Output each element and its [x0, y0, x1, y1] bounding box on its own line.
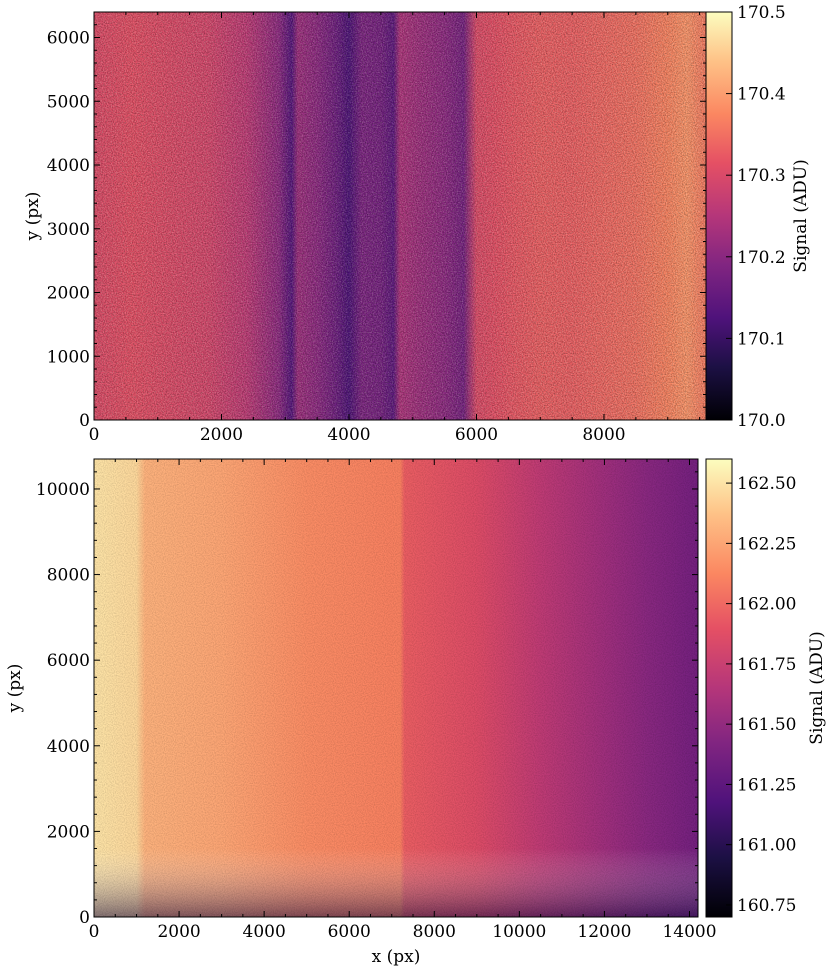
top-x-tick-label: 4000	[327, 425, 370, 445]
bottom-panel: 0 2000 4000 6000 8000 10000 12000 14000 0 2000 40…	[5, 458, 827, 967]
bottom-y-tick-label: 8000	[47, 566, 90, 586]
bottom-colorbar-axis: 160.75 161.00 161.25 161.50 161.75 162.00 162.…	[726, 474, 796, 916]
top-y-tick-label: 0	[79, 411, 90, 431]
top-colorbar-tick-label: 170.1	[737, 329, 786, 349]
bottom-y-tick-label: 4000	[47, 737, 90, 757]
top-colorbar-frame	[705, 11, 733, 421]
top-colorbar-axis: 170.0 170.1 170.2 170.3 170.4 170.5	[726, 3, 786, 431]
bottom-colorbar-tick-label: 161.75	[737, 655, 796, 675]
top-x-tick-label: 6000	[455, 425, 498, 445]
bottom-plot-frame	[93, 458, 699, 918]
top-colorbar	[706, 12, 732, 420]
top-y-axis: 0 1000 2000 3000 4000 5000 6000	[47, 11, 706, 431]
top-y-tick-label: 2000	[47, 284, 90, 304]
bottom-x-tick-label: 2000	[157, 922, 200, 942]
bottom-y-axis: 0 2000 4000 6000 8000 10000	[36, 471, 698, 928]
top-y-tick-label: 3000	[47, 220, 90, 240]
bottom-x-axis-label: x (px)	[372, 947, 421, 967]
top-colorbar-tick-label: 170.2	[737, 248, 786, 268]
top-y-tick-label: 4000	[47, 156, 90, 176]
top-colorbar-label: Signal (ADU)	[791, 159, 811, 272]
bottom-colorbar-tick-label: 162.25	[737, 534, 796, 554]
bottom-colorbar-tick-label: 160.75	[737, 896, 796, 916]
top-colorbar-tick-label: 170.3	[737, 166, 786, 186]
bottom-colorbar-tick-label: 162.50	[737, 474, 796, 494]
bottom-y-tick-label: 2000	[47, 822, 90, 842]
bottom-colorbar-tick-label: 161.50	[737, 715, 796, 735]
top-colorbar-tick-label: 170.5	[737, 3, 786, 23]
bottom-colorbar-frame	[705, 458, 733, 918]
bottom-x-tick-label: 10000	[492, 922, 546, 942]
bottom-y-axis-label: y (px)	[5, 664, 25, 714]
bottom-y-tick-label: 10000	[36, 480, 90, 500]
bottom-colorbar-tick-label: 161.25	[737, 775, 796, 795]
top-x-axis: 0 2000 4000 6000 8000	[89, 12, 701, 445]
bottom-x-axis: 0 2000 4000 6000 8000 10000 12000 14000	[89, 459, 717, 942]
bottom-x-tick-label: 12000	[577, 922, 631, 942]
top-y-tick-label: 6000	[47, 29, 90, 49]
bottom-y-tick-label: 6000	[47, 651, 90, 671]
bottom-colorbar-tick-label: 162.00	[737, 595, 796, 615]
bottom-x-tick-label: 8000	[413, 922, 456, 942]
bottom-heatmap-noise	[94, 459, 698, 917]
bottom-x-tick-label: 14000	[662, 922, 716, 942]
top-panel: 0 2000 4000 6000 8000 0 1000 2000 3000 4000 5000 6…	[23, 3, 811, 445]
bottom-x-tick-label: 0	[89, 922, 100, 942]
bottom-colorbar-tick-label: 161.00	[737, 836, 796, 856]
top-y-tick-label: 1000	[47, 347, 90, 367]
top-x-tick-label: 2000	[200, 425, 243, 445]
top-y-tick-label: 5000	[47, 92, 90, 112]
bottom-y-tick-label: 0	[79, 908, 90, 928]
bottom-colorbar-label: Signal (ADU)	[807, 631, 827, 744]
bottom-colorbar	[706, 459, 732, 917]
top-x-tick-label: 8000	[582, 425, 625, 445]
top-x-tick-label: 0	[89, 425, 100, 445]
bottom-x-tick-label: 4000	[243, 922, 286, 942]
top-y-axis-label: y (px)	[23, 192, 43, 242]
top-heatmap-noise-light	[94, 12, 706, 420]
top-colorbar-tick-label: 170.4	[737, 85, 786, 105]
top-colorbar-tick-label: 170.0	[737, 411, 786, 431]
bottom-x-tick-label: 6000	[328, 922, 371, 942]
